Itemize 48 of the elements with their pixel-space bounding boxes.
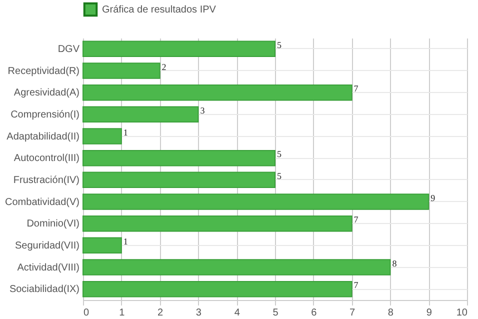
y-tick-label: Sociabilidad(IX) (9, 284, 80, 296)
data-label: 8 (392, 258, 398, 268)
bar (82, 150, 276, 166)
legend-label: Gráfica de resultados IPV (102, 4, 216, 16)
bar (82, 259, 391, 276)
data-label: 1 (123, 127, 128, 138)
data-label: 5 (277, 40, 282, 50)
data-label: 2 (162, 62, 166, 72)
y-tick-label: Frustración(IV) (13, 174, 80, 186)
bar (82, 172, 276, 188)
x-tick-label: 4 (234, 308, 240, 318)
x-tick-label: 9 (426, 308, 432, 318)
x-tick-label: 3 (196, 308, 202, 318)
bar (82, 62, 160, 79)
y-tick-label: Autocontrol(III) (14, 153, 80, 164)
y-tick-label: Receptividad(R) (8, 66, 80, 77)
x-tick-label: 0 (84, 308, 90, 318)
x-tick-label: 7 (350, 308, 356, 318)
x-tick-label: 10 (456, 308, 468, 318)
bar (82, 215, 352, 232)
bar (82, 194, 430, 210)
data-label: 7 (354, 214, 359, 225)
data-label: 5 (277, 170, 282, 181)
y-tick-label: Comprensión(I) (10, 109, 80, 120)
data-label: 7 (354, 84, 359, 94)
y-tick-label: DGV (58, 44, 80, 55)
x-tick-label: 6 (311, 308, 318, 318)
y-tick-label: Adaptabilidad(II) (6, 131, 80, 142)
data-label: 7 (354, 280, 359, 290)
x-tick-label: 1 (119, 308, 126, 318)
data-label: 3 (200, 105, 206, 116)
bar (82, 237, 122, 254)
y-tick-label: Actividad(VIII) (17, 262, 80, 274)
x-tick-label: 2 (158, 308, 164, 318)
bar (82, 106, 199, 123)
data-label: 1 (123, 236, 128, 246)
bar (82, 40, 276, 58)
x-tick-label: 5 (272, 308, 279, 318)
y-tick-label: Seguridad(VII) (15, 240, 80, 252)
bar (82, 128, 122, 144)
y-tick-label: Dominio(VI) (26, 218, 80, 230)
y-tick-label: Agresividad(A) (14, 88, 80, 99)
data-label: 9 (430, 192, 436, 203)
data-label: 5 (277, 149, 282, 160)
y-tick-label: Combatividad(V) (5, 196, 80, 208)
bar (82, 280, 352, 298)
x-tick-label: 8 (388, 308, 394, 318)
bar (82, 84, 352, 101)
